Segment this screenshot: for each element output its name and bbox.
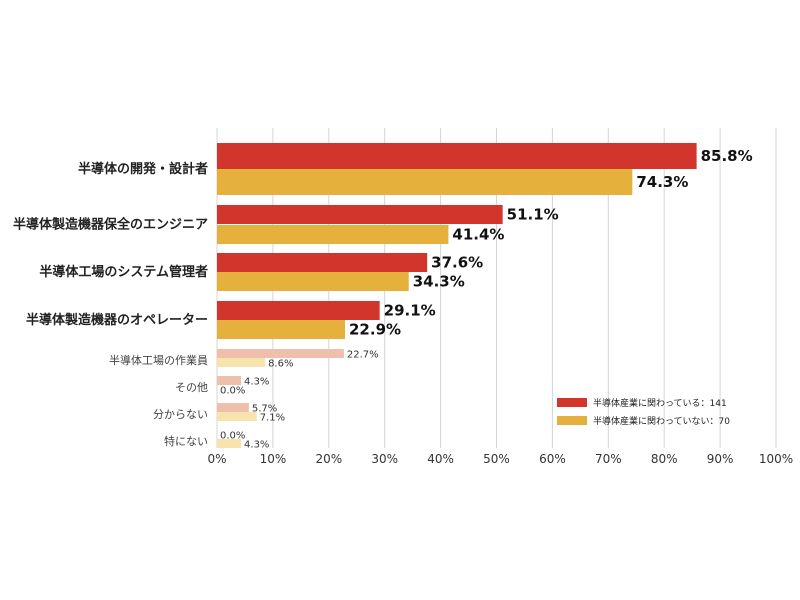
data-label: 0.0%	[220, 431, 245, 442]
category-label: 分からない	[153, 408, 208, 421]
x-tick-label: 10%	[260, 452, 287, 466]
category-label: 半導体製造機器保全のエンジニア	[13, 217, 208, 233]
bar	[217, 272, 409, 291]
legend-label: 半導体産業に関わっている：141	[593, 397, 727, 409]
x-tick-label: 20%	[315, 452, 342, 466]
bar	[217, 253, 428, 272]
data-label: 74.3%	[636, 173, 688, 191]
x-tick-label: 0%	[207, 452, 226, 466]
bar	[217, 320, 346, 339]
data-label: 29.1%	[384, 302, 436, 320]
data-label: 7.1%	[260, 413, 285, 424]
bar	[217, 349, 344, 358]
legend-swatch	[557, 398, 587, 407]
x-tick-label: 90%	[707, 452, 734, 466]
data-label: 4.3%	[244, 440, 269, 451]
category-label: 半導体工場のシステム管理者	[39, 264, 208, 280]
bar	[217, 225, 449, 244]
data-label: 34.3%	[413, 273, 465, 291]
x-tick-label: 30%	[371, 452, 398, 466]
data-label: 8.6%	[268, 359, 293, 370]
bar	[217, 439, 242, 448]
bar	[217, 358, 266, 367]
data-label: 0.0%	[220, 386, 245, 397]
legend-swatch	[557, 416, 587, 425]
x-tick-label: 100%	[759, 452, 793, 466]
data-label: 4.3%	[244, 377, 269, 388]
category-label: 特にない	[164, 434, 208, 448]
data-label: 22.9%	[349, 321, 401, 339]
category-label: 半導体の開発・設計者	[78, 161, 208, 177]
bar	[217, 403, 249, 412]
x-tick-label: 80%	[651, 452, 678, 466]
data-label: 85.8%	[701, 147, 753, 165]
data-label: 37.6%	[431, 254, 483, 272]
category-label: 半導体製造機器のオペレーター	[26, 312, 208, 328]
bar	[217, 205, 503, 224]
data-label: 22.7%	[347, 350, 379, 361]
bar	[217, 143, 697, 169]
bar	[217, 169, 633, 195]
data-label: 51.1%	[507, 206, 559, 224]
bar	[217, 376, 242, 385]
legend-label: 半導体産業に関わっていない：70	[593, 415, 730, 427]
x-tick-label: 50%	[483, 452, 510, 466]
x-tick-label: 40%	[427, 452, 454, 466]
bar	[217, 301, 380, 320]
category-label: その他	[175, 381, 208, 394]
bar	[217, 412, 257, 421]
category-label: 半導体工場の作業員	[109, 353, 208, 367]
data-label: 41.4%	[452, 226, 504, 244]
x-tick-label: 70%	[595, 452, 622, 466]
data-label: 5.7%	[252, 404, 277, 415]
x-tick-label: 60%	[539, 452, 566, 466]
